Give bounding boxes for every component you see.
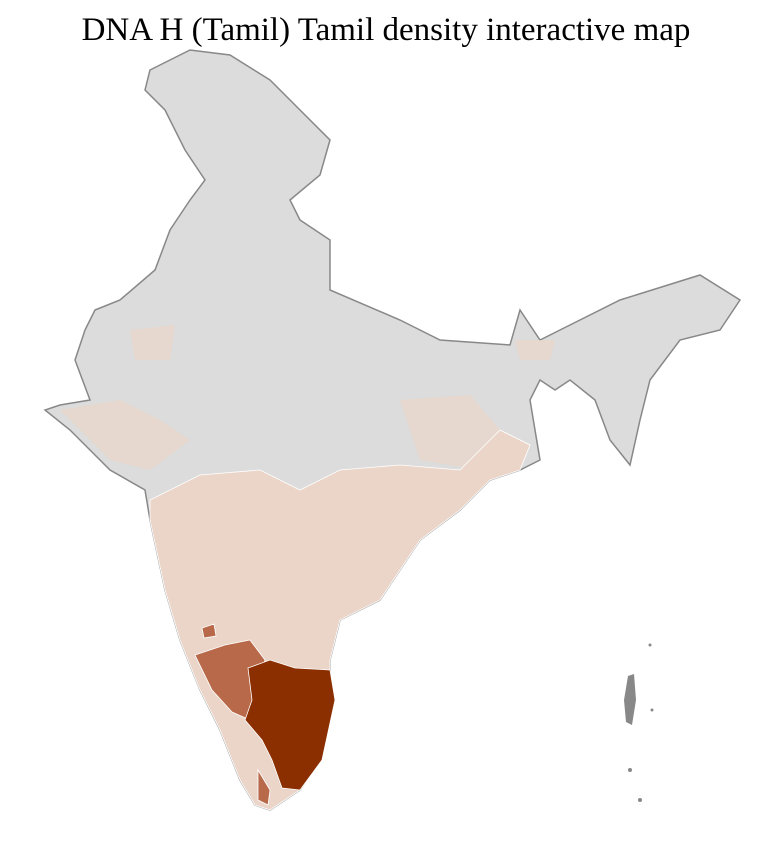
region-tamil-nadu-high-density[interactable] <box>244 659 336 791</box>
andaman-nicobar-islands[interactable] <box>624 643 654 803</box>
region-peninsula-low-density[interactable] <box>149 429 531 811</box>
map-title: DNA H (Tamil) Tamil density interactive … <box>81 12 691 48</box>
region-central-low-density[interactable] <box>60 325 555 470</box>
